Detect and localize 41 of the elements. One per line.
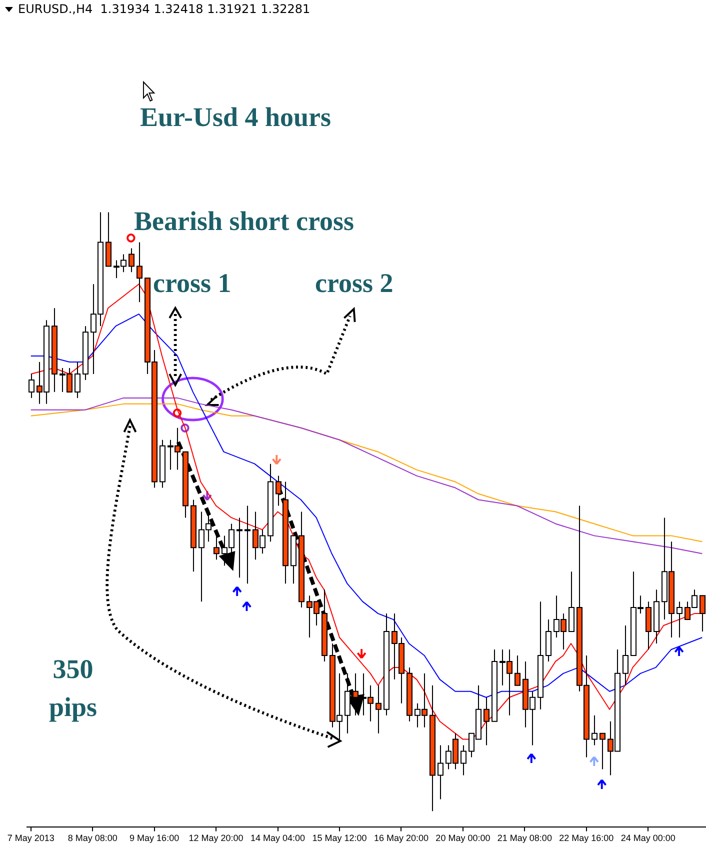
candlestick (646, 601, 652, 650)
x-tick-label: 24 May 00:00 (620, 833, 676, 844)
x-tick-label: 22 May 16:00 (559, 833, 614, 844)
candlestick (74, 362, 80, 398)
candlestick (568, 571, 574, 632)
annotation: cross 2 (315, 268, 394, 299)
x-tick-label: 20 May 00:00 (436, 833, 490, 844)
x-tick-label: 9 May 16:00 (130, 833, 180, 844)
candlestick (600, 732, 606, 770)
candlestick (236, 517, 242, 578)
x-tick-label: 8 May 08:00 (68, 833, 118, 844)
x-tick-label: 15 May 12:00 (312, 833, 367, 844)
text: Eur-Usd 4 hours (140, 102, 332, 133)
x-tick-label: 16 May 20:00 (374, 833, 428, 844)
x-tick-label: 12 May 20:00 (188, 833, 244, 844)
candlestick (106, 212, 112, 267)
candlestick (546, 619, 552, 662)
candlestick (676, 601, 682, 638)
candlestick (344, 672, 350, 734)
candlestick (622, 625, 628, 686)
x-tick-label: 21 May 08:00 (497, 833, 552, 844)
annotation: Bearish short cross (134, 206, 354, 237)
x-tick-label: 7 May 2013 (7, 833, 54, 844)
candlestick (484, 696, 490, 746)
candlestick (128, 248, 134, 273)
candlestick (28, 373, 34, 398)
candlestick (244, 505, 250, 584)
candlestick (214, 535, 220, 560)
candlestick (514, 654, 520, 686)
annotation: cross 1 (153, 268, 232, 299)
candlestick (276, 475, 282, 506)
candlestick (700, 595, 706, 632)
candlestick (592, 714, 598, 746)
candlestick (460, 744, 466, 776)
x-tick-label: 14 May 04:00 (250, 833, 306, 844)
candlestick (376, 684, 382, 734)
candlestick (438, 744, 444, 800)
candlestick (352, 672, 358, 716)
chart-title: EURUSD.,H4 1.31934 1.32418 1.31921 1.32281 (18, 2, 310, 16)
annotation: 350 pips (48, 653, 98, 724)
candlestick (136, 242, 142, 303)
